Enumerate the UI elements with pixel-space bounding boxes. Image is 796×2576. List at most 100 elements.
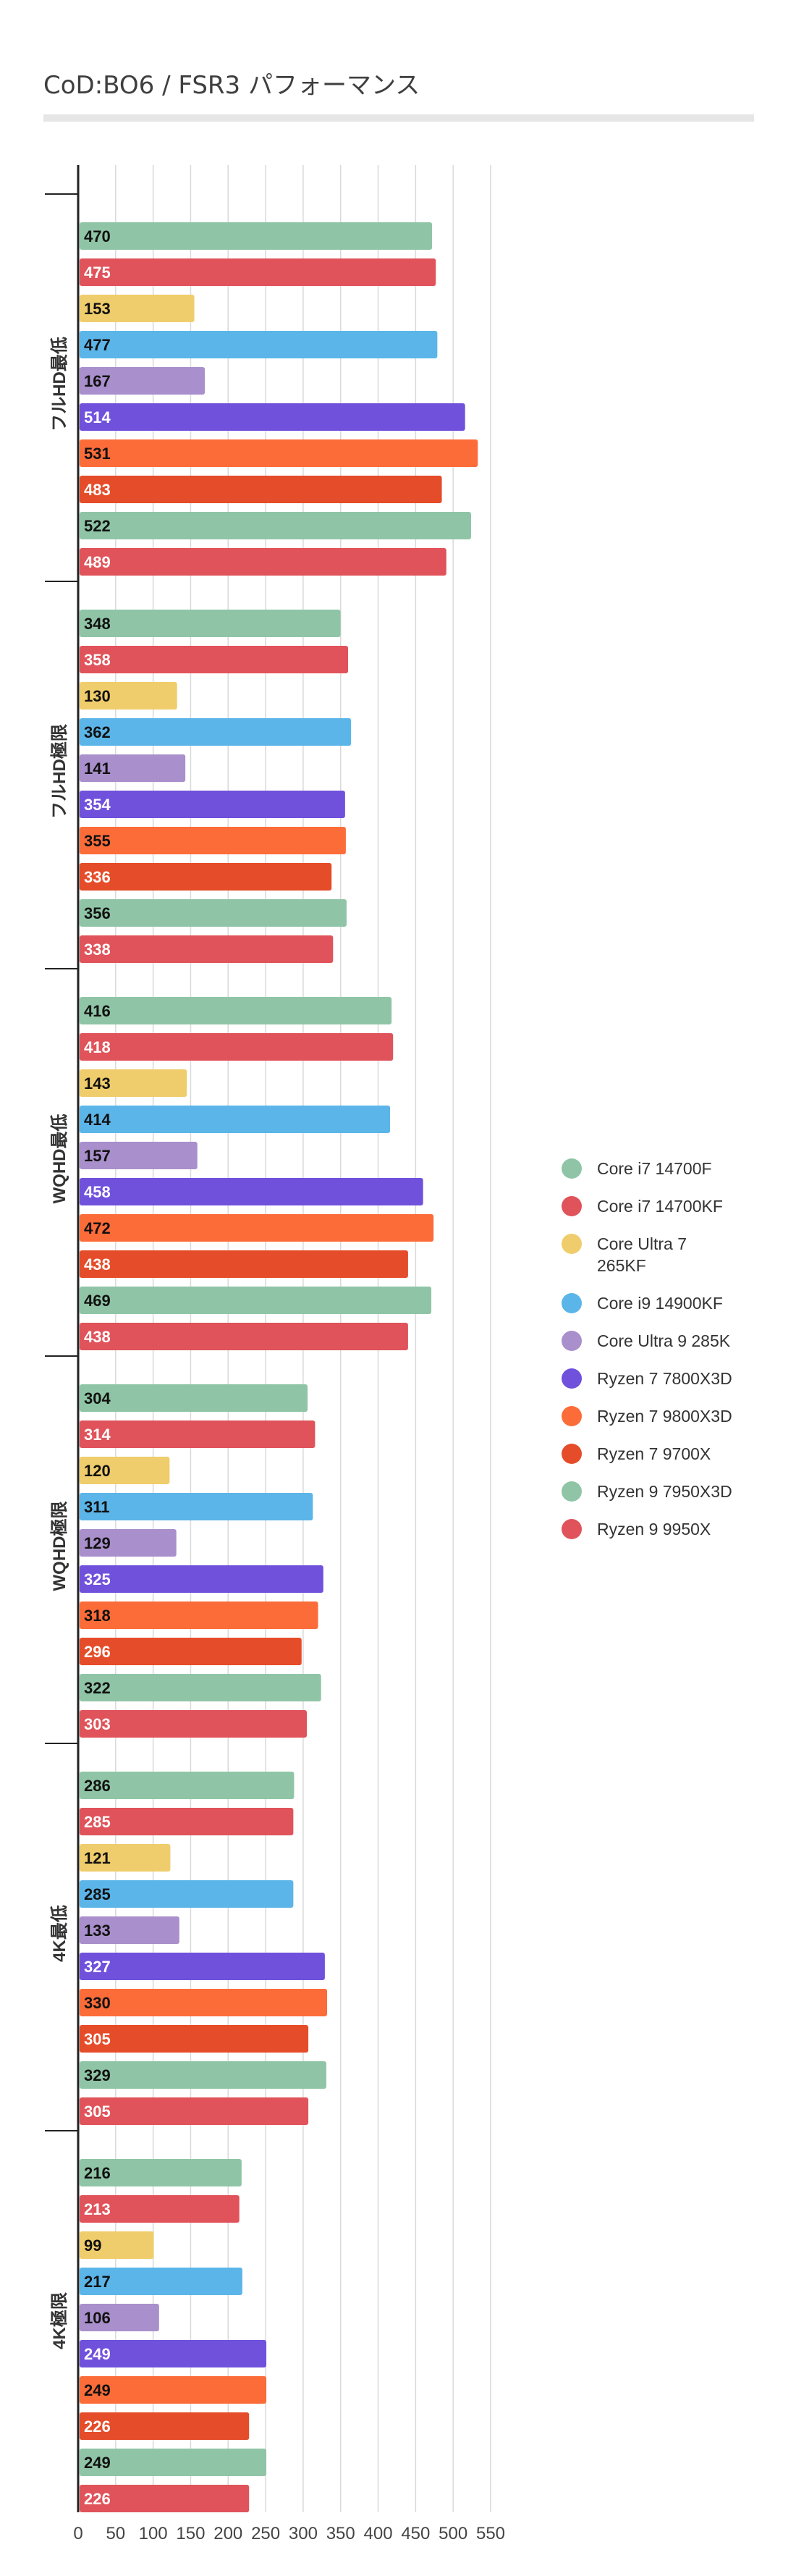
category-label: フルHD極限 [50, 724, 69, 819]
bar [80, 935, 334, 963]
bar-value-label: 469 [84, 1292, 111, 1310]
bar [80, 1808, 294, 1835]
bar-value-label: 249 [84, 2381, 111, 2399]
bar-value-label: 338 [84, 940, 111, 959]
bar [80, 754, 186, 782]
chart-title: CoD:BO6 / FSR3 パフォーマンス [43, 71, 420, 100]
bar-value-label: 121 [84, 1849, 111, 1867]
bar [80, 2268, 242, 2295]
bar [80, 1384, 308, 1412]
bar-value-label: 362 [84, 723, 111, 741]
bars: 470 475 153 477 167 514 531 483 522 489 348 358 130 3… [80, 222, 478, 2512]
category-label: 4K最低 [50, 1905, 69, 1962]
bar-value-label: 472 [84, 1219, 111, 1237]
bar [80, 2376, 267, 2404]
bar-value-label: 226 [84, 2417, 111, 2436]
bar [80, 899, 347, 927]
bar-value-label: 358 [84, 651, 111, 669]
bar-value-label: 483 [84, 481, 111, 499]
bar-value-label: 213 [84, 2200, 111, 2218]
bar [80, 1710, 308, 1738]
category-label: WQHD極限 [50, 1502, 69, 1591]
x-tick-label: 50 [106, 2524, 125, 2543]
bar-value-label: 157 [84, 1147, 111, 1165]
legend-label: Core Ultra 7 265KF [597, 1234, 687, 1275]
bar [80, 1250, 408, 1278]
bar [80, 1142, 198, 1169]
bar-value-label: 329 [84, 2066, 111, 2084]
bar [80, 1214, 434, 1242]
legend-label: Ryzen 7 7800X3D [597, 1369, 732, 1388]
legend-swatch [562, 1331, 582, 1351]
bar-value-label: 489 [84, 553, 111, 571]
bar-value-label: 325 [84, 1570, 111, 1588]
bar-value-label: 314 [84, 1426, 111, 1444]
x-tick-label: 300 [289, 2524, 318, 2543]
x-tick-label: 250 [251, 2524, 280, 2543]
bar [80, 1069, 187, 1097]
bar-value-label: 522 [84, 517, 111, 535]
bar [80, 258, 436, 286]
bar-value-label: 133 [84, 1922, 111, 1940]
bar-value-label: 303 [84, 1715, 111, 1733]
x-tick-label: 200 [213, 2524, 242, 2543]
bar-value-label: 330 [84, 1994, 111, 2012]
x-tick-label: 400 [364, 2524, 393, 2543]
bar [80, 2304, 159, 2331]
bar-value-label: 311 [84, 1498, 110, 1516]
bar [80, 331, 438, 358]
bar-value-label: 438 [84, 1255, 111, 1274]
bar [80, 548, 446, 576]
bar-value-label: 470 [84, 227, 111, 245]
bar-value-label: 217 [84, 2273, 111, 2291]
bar [80, 718, 352, 746]
bar [80, 1953, 325, 1980]
bar-value-label: 249 [84, 2345, 111, 2363]
bar-value-label: 305 [84, 2030, 111, 2048]
bar [80, 791, 345, 818]
bar-value-label: 305 [84, 2103, 111, 2121]
bar [80, 1565, 323, 1593]
bar [80, 367, 206, 395]
bar-value-label: 458 [84, 1183, 111, 1201]
bar [80, 2485, 250, 2512]
x-tick-label: 100 [139, 2524, 168, 2543]
bar [80, 646, 349, 673]
bar [80, 827, 346, 854]
bar [80, 2340, 267, 2367]
bar [80, 1178, 423, 1205]
legend-swatch [562, 1444, 582, 1464]
bar-value-label: 322 [84, 1679, 111, 1697]
legend: Core i7 14700F Core i7 14700KF Core Ultra … [562, 1158, 732, 1539]
legend-label: Core i7 14700F [597, 1159, 712, 1178]
bar [80, 1844, 171, 1872]
bar-value-label: 304 [84, 1389, 111, 1407]
legend-label: Core i9 14900KF [597, 1294, 723, 1313]
bar [80, 2061, 326, 2089]
bar [80, 1457, 170, 1484]
bar [80, 1106, 391, 1133]
bar-value-label: 438 [84, 1328, 111, 1346]
bar [80, 439, 478, 467]
legend-swatch [562, 1196, 582, 1216]
legend-swatch [562, 1481, 582, 1502]
bar [80, 997, 392, 1024]
title-divider [43, 114, 754, 122]
bar [80, 1529, 177, 1557]
bar [80, 295, 195, 322]
bar-value-label: 285 [84, 1885, 111, 1903]
bar [80, 1880, 294, 1908]
bar-value-label: 514 [84, 408, 111, 426]
bar-value-label: 348 [84, 615, 111, 633]
bar-value-label: 130 [84, 687, 111, 705]
bar [80, 222, 433, 250]
bar-value-label: 106 [84, 2309, 111, 2327]
bar-value-label: 99 [84, 2236, 101, 2255]
bar-value-label: 336 [84, 868, 111, 886]
bar-value-label: 414 [84, 1111, 111, 1129]
bar-value-label: 355 [84, 832, 111, 850]
bar-value-label: 327 [84, 1958, 111, 1976]
legend-swatch [562, 1234, 582, 1254]
bar-value-label: 141 [84, 759, 111, 778]
bar [80, 1493, 313, 1520]
